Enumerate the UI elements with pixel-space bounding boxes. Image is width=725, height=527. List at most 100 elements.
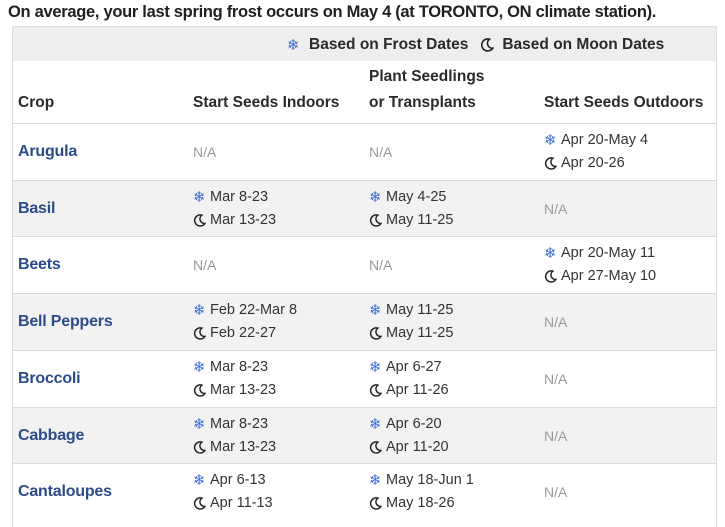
cell-transplant: N/A xyxy=(369,254,392,278)
moon-date: Apr 11-26 xyxy=(369,379,449,402)
moon-date-text: Mar 13-23 xyxy=(210,381,277,398)
planting-calendar-table: ❄ Based on Frost Dates Based on Moon Dat… xyxy=(12,26,717,527)
crop-link[interactable]: Beets xyxy=(18,256,61,274)
frost-date-text: Apr 6-27 xyxy=(386,358,442,375)
moon-icon xyxy=(544,270,561,284)
frost-date-text: Mar 8-23 xyxy=(210,358,269,375)
snowflake-icon: ❄ xyxy=(193,188,206,206)
snowflake-icon: ❄ xyxy=(369,188,382,206)
moon-date: Apr 11-13 xyxy=(193,492,273,515)
not-applicable: N/A xyxy=(369,144,393,160)
cell-outdoors: N/A xyxy=(544,368,567,392)
frost-date: ❄ May 4-25 xyxy=(369,186,453,209)
frost-date: ❄ Mar 8-23 xyxy=(193,356,276,379)
frost-date-text: Apr 6-13 xyxy=(210,472,266,489)
crop-link[interactable]: Bell Peppers xyxy=(18,313,113,331)
cell-indoors: ❄ Mar 8-23 Mar 13-23 xyxy=(193,356,276,402)
crop-link[interactable]: Broccoli xyxy=(18,369,81,387)
cell-transplant: ❄ Apr 6-27 Apr 11-26 xyxy=(369,356,449,402)
crop-link[interactable]: Basil xyxy=(18,199,56,217)
cell-transplant: ❄ May 11-25 May 11-25 xyxy=(369,299,453,345)
snowflake-icon: ❄ xyxy=(193,415,206,433)
not-applicable: N/A xyxy=(193,144,217,160)
moon-date: Mar 13-23 xyxy=(193,379,276,402)
moon-date-text: Mar 13-23 xyxy=(210,211,277,228)
not-applicable: N/A xyxy=(544,200,568,217)
moon-icon xyxy=(193,440,210,454)
moon-icon xyxy=(369,213,386,227)
moon-date-text: Apr 11-13 xyxy=(210,495,273,512)
cell-indoors: ❄ Apr 6-13 Apr 11-13 xyxy=(193,469,273,515)
crop-link[interactable]: Cabbage xyxy=(18,426,85,444)
table-row: Bell Peppers ❄ Feb 22-Mar 8 Feb 22-27 ❄ May 1… xyxy=(13,293,716,351)
cell-indoors: ❄ Mar 8-23 Mar 13-23 xyxy=(193,186,276,232)
legend-row: ❄ Based on Frost Dates Based on Moon Dat… xyxy=(13,27,716,61)
crop-link[interactable]: Arugula xyxy=(18,143,78,160)
moon-icon xyxy=(193,497,210,510)
table-row: Beets N/A N/A ❄ Apr 20-May 11 Apr 27-May 10 xyxy=(13,236,716,293)
header-start-seeds-indoors: Start Seeds Indoors xyxy=(193,94,340,111)
snowflake-icon: ❄ xyxy=(369,472,382,490)
moon-icon xyxy=(544,157,561,170)
moon-icon xyxy=(193,327,210,340)
snowflake-icon: ❄ xyxy=(193,472,206,490)
legend-frost: ❄ Based on Frost Dates xyxy=(287,36,468,54)
frost-date: ❄ Apr 6-27 xyxy=(369,356,449,379)
frost-date-text: Mar 8-23 xyxy=(210,188,269,205)
crop-link[interactable]: Cantaloupes xyxy=(18,483,112,501)
snowflake-icon: ❄ xyxy=(193,302,206,320)
snowflake-icon: ❄ xyxy=(193,358,206,376)
moon-date-text: Apr 11-20 xyxy=(386,438,449,455)
frost-date-text: May 11-25 xyxy=(386,302,454,319)
moon-date: Mar 13-23 xyxy=(193,436,276,459)
cell-transplant: ❄ May 18-Jun 1 May 18-26 xyxy=(369,469,474,515)
frost-date-summary: On average, your last spring frost occur… xyxy=(8,3,657,21)
moon-date-text: Apr 11-26 xyxy=(386,381,449,398)
frost-date: ❄ Apr 20-May 11 xyxy=(544,242,656,265)
frost-date: ❄ Mar 8-23 xyxy=(193,186,276,209)
snowflake-icon: ❄ xyxy=(369,302,382,320)
cell-transplant: ❄ May 4-25 May 11-25 xyxy=(369,186,453,232)
moon-date-text: May 11-25 xyxy=(386,325,454,342)
table-header-row: Crop Start Seeds Indoors Plant Seedlings… xyxy=(13,61,716,123)
moon-date: Apr 27-May 10 xyxy=(544,265,656,288)
moon-icon xyxy=(480,38,497,52)
moon-icon xyxy=(369,383,386,397)
frost-date: ❄ May 11-25 xyxy=(369,299,453,322)
moon-date-text: Mar 13-23 xyxy=(210,438,277,455)
not-applicable: N/A xyxy=(544,370,568,387)
legend-frost-label: Based on Frost Dates xyxy=(309,36,469,53)
header-crop: Crop xyxy=(18,94,55,111)
frost-date-text: Apr 6-20 xyxy=(386,415,442,432)
table-row: Cabbage ❄ Mar 8-23 Mar 13-23 ❄ Apr 6-20 Apr 11… xyxy=(13,406,716,464)
moon-date: Feb 22-27 xyxy=(193,322,297,345)
moon-icon xyxy=(193,213,210,227)
snowflake-icon: ❄ xyxy=(544,245,557,263)
moon-date-text: May 11-25 xyxy=(386,211,454,228)
frost-date-text: May 4-25 xyxy=(386,188,447,205)
snowflake-icon: ❄ xyxy=(287,37,300,54)
header-plant-seedlings-line1: Plant Seedlings xyxy=(369,68,485,85)
frost-date: ❄ May 18-Jun 1 xyxy=(369,469,474,492)
frost-date: ❄ Apr 20-May 4 xyxy=(544,129,648,152)
cell-transplant: ❄ Apr 6-20 Apr 11-20 xyxy=(369,413,449,459)
not-applicable: N/A xyxy=(544,314,568,331)
moon-icon xyxy=(369,327,386,340)
not-applicable: N/A xyxy=(544,484,568,501)
snowflake-icon: ❄ xyxy=(369,358,382,376)
moon-date: May 11-25 xyxy=(369,322,453,345)
moon-date-text: May 18-26 xyxy=(386,495,455,512)
moon-date: Mar 13-23 xyxy=(193,209,276,232)
moon-icon xyxy=(369,497,386,510)
moon-icon xyxy=(369,440,386,454)
frost-date: ❄ Apr 6-13 xyxy=(193,469,273,492)
table-row: Basil ❄ Mar 8-23 Mar 13-23 ❄ May 4-25 May 11-2… xyxy=(13,179,716,237)
frost-date-text: Feb 22-Mar 8 xyxy=(210,302,298,319)
table-row: Broccoli ❄ Mar 8-23 Mar 13-23 ❄ Apr 6-27 Apr 1… xyxy=(13,349,716,407)
cell-indoors: N/A xyxy=(193,141,216,165)
table-row: Arugula N/A N/A ❄ Apr 20-May 4 Apr 20-26 xyxy=(13,123,716,180)
not-applicable: N/A xyxy=(193,257,217,274)
cell-indoors: ❄ Mar 8-23 Mar 13-23 xyxy=(193,413,276,459)
cell-indoors: ❄ Feb 22-Mar 8 Feb 22-27 xyxy=(193,299,297,345)
cell-outdoors: ❄ Apr 20-May 4 Apr 20-26 xyxy=(544,129,648,175)
